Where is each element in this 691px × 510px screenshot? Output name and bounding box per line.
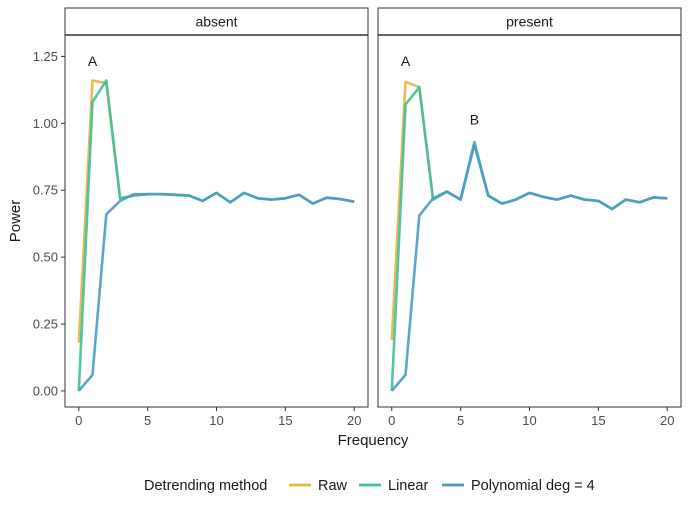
y-tick-label: 0.25 [33, 317, 58, 332]
x-tick-label: 0 [388, 413, 395, 428]
facet-strip-label: absent [195, 14, 237, 30]
series-line-polynomial-deg-4 [390, 143, 668, 392]
legend-title: Detrending method [144, 478, 267, 494]
x-tick-label: 5 [457, 413, 464, 428]
facet-strip-absent [64, 7, 369, 36]
y-tick-label: 1.00 [33, 116, 58, 131]
x-tick-label: 20 [347, 413, 361, 428]
y-tick-label: 1.25 [33, 49, 58, 64]
x-tick-label: 0 [75, 413, 82, 428]
legend-label: Raw [318, 478, 348, 494]
x-tick-label: 10 [522, 413, 536, 428]
x-tick-label: 5 [144, 413, 151, 428]
annotation-label: A [88, 53, 98, 69]
legend-label: Polynomial deg = 4 [471, 478, 595, 494]
x-tick-label: 10 [209, 413, 223, 428]
x-axis-title: Frequency [338, 432, 409, 449]
series-line-linear [77, 79, 355, 391]
panel-border [377, 35, 682, 408]
annotation-label: B [470, 112, 479, 128]
series-line-polynomial-deg-4 [77, 191, 355, 392]
y-axis-title: Power [7, 200, 24, 243]
x-tick-label: 20 [660, 413, 674, 428]
series-line-raw [390, 80, 668, 341]
legend-label: Linear [388, 478, 428, 494]
y-tick-label: 0.50 [33, 250, 58, 265]
y-tick-label: 0.75 [33, 183, 58, 198]
series-line-raw [77, 79, 355, 343]
x-tick-label: 15 [278, 413, 292, 428]
series-line-linear [390, 85, 668, 391]
facet-strip-label: present [506, 14, 553, 30]
facet-strip-present [377, 7, 682, 36]
panel-border [64, 35, 369, 408]
x-tick-label: 15 [591, 413, 605, 428]
annotation-label: A [401, 53, 411, 69]
y-tick-label: 0.00 [33, 383, 58, 398]
